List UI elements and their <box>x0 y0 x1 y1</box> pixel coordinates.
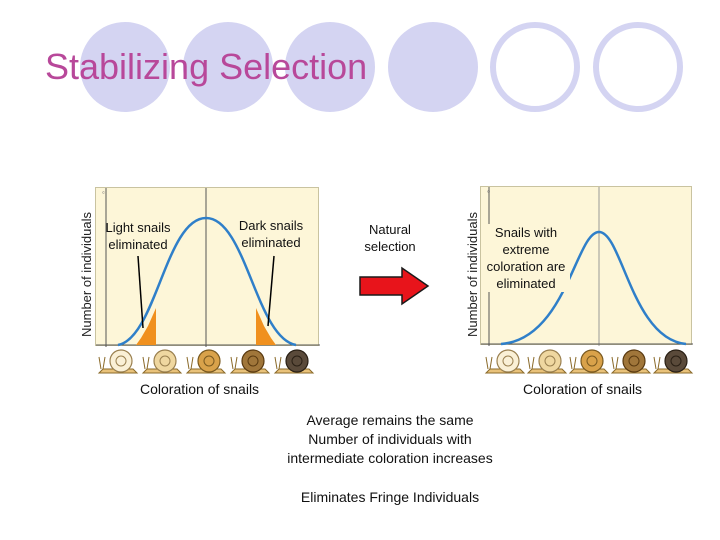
decor-circle <box>388 22 478 112</box>
light-snails-label: Light snails eliminated <box>105 220 171 252</box>
left-snail-row <box>97 345 317 377</box>
decor-circle <box>490 22 580 112</box>
note-line: Number of individuals with <box>308 431 472 447</box>
snail-icon <box>229 349 271 374</box>
distribution-curve <box>117 216 297 347</box>
snail-icon <box>526 349 568 374</box>
panel-credit: © <box>487 189 490 194</box>
left-x-axis-label: Coloration of snails <box>140 381 260 397</box>
right-curve <box>481 187 693 346</box>
decor-circle <box>285 22 375 112</box>
light-eliminated-area <box>136 308 156 345</box>
dark-eliminated-area <box>256 308 276 345</box>
panel-credit: © <box>102 190 105 195</box>
snail-icon <box>568 349 610 374</box>
right-y-axis-label: Number of individuals <box>465 211 480 337</box>
snail-icon <box>185 349 227 374</box>
decor-circle <box>593 22 683 112</box>
extreme-coloration-label: Snails with extreme coloration are elimi… <box>482 224 570 292</box>
snail-icon <box>652 349 694 374</box>
slide-title: Stabilizing Selection <box>45 46 368 87</box>
right-snail-row <box>484 345 694 377</box>
pointer-line <box>267 255 275 327</box>
dark-snails-label: Dark snails eliminated <box>238 218 304 250</box>
natural-selection-label: Natural selection <box>364 222 416 254</box>
snail-icon <box>97 349 139 374</box>
snail-icon <box>273 349 315 374</box>
decor-circle <box>183 22 273 112</box>
distribution-curve <box>500 230 687 346</box>
left-y-axis-label: Number of individuals <box>79 211 94 337</box>
left-graph-panel: © <box>95 187 320 347</box>
note-line: intermediate coloration increases <box>287 450 493 466</box>
note-line: Average remains the same <box>306 412 474 428</box>
right-x-axis-label: Coloration of snails <box>523 381 643 397</box>
left-curve <box>96 188 320 347</box>
snail-icon <box>610 349 652 374</box>
snail-icon <box>484 349 526 374</box>
snail-icon <box>141 349 183 374</box>
red-arrow-icon <box>359 266 430 306</box>
pointer-line <box>137 255 144 329</box>
summary-notes: Average remains the same Number of indiv… <box>240 411 540 468</box>
decor-circle <box>80 22 170 112</box>
fringe-note: Eliminates Fringe Individuals <box>300 489 480 505</box>
